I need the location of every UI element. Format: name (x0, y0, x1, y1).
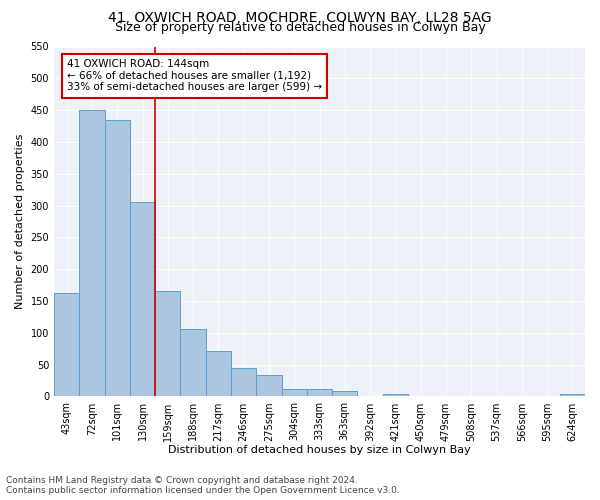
Bar (383, 394, 408, 396)
Bar (560, 394, 585, 396)
Bar (206, 350, 231, 397)
Text: Size of property relative to detached houses in Colwyn Bay: Size of property relative to detached ho… (115, 22, 485, 35)
Bar (332, 390, 358, 396)
Bar (54, 293, 79, 397)
Text: 41, OXWICH ROAD, MOCHDRE, COLWYN BAY, LL28 5AG: 41, OXWICH ROAD, MOCHDRE, COLWYN BAY, LL… (108, 11, 492, 25)
Bar (307, 390, 332, 396)
Bar (281, 389, 307, 396)
Bar (256, 376, 281, 396)
X-axis label: Distribution of detached houses by size in Colwyn Bay: Distribution of detached houses by size … (168, 445, 471, 455)
Bar (130, 202, 155, 396)
Text: 41 OXWICH ROAD: 144sqm
← 66% of detached houses are smaller (1,192)
33% of semi-: 41 OXWICH ROAD: 144sqm ← 66% of detached… (67, 59, 322, 92)
Bar (79, 110, 104, 397)
Text: Contains HM Land Registry data © Crown copyright and database right 2024.
Contai: Contains HM Land Registry data © Crown c… (6, 476, 400, 495)
Y-axis label: Number of detached properties: Number of detached properties (15, 134, 25, 309)
Bar (104, 120, 130, 396)
Bar (181, 329, 206, 396)
Bar (155, 292, 181, 397)
Bar (231, 368, 256, 396)
